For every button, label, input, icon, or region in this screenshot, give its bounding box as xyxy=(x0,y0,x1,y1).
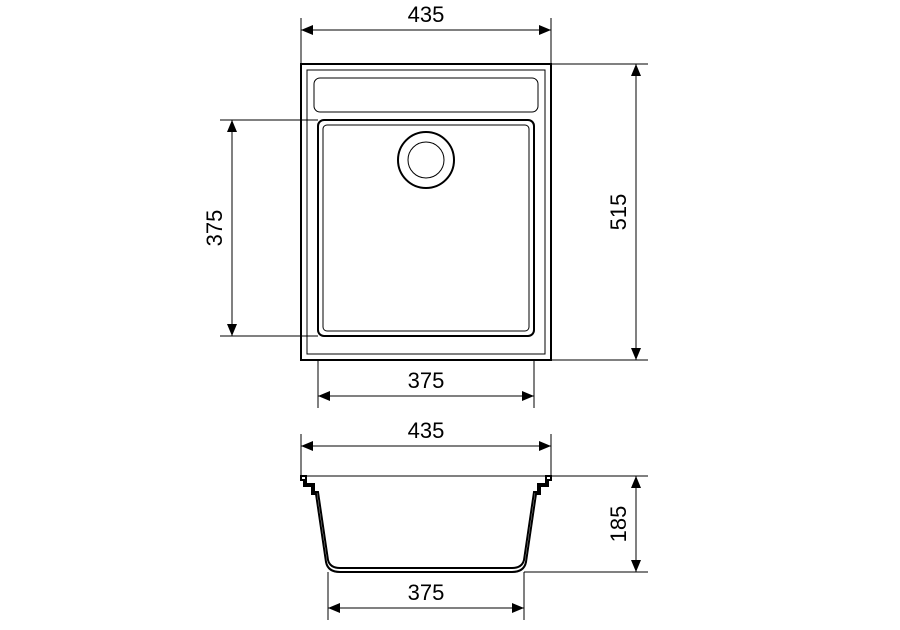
label-plan-outer-height: 515 xyxy=(606,194,631,231)
label-section-bowl-width: 375 xyxy=(408,580,445,605)
dim-section-bowl-width: 375 xyxy=(328,572,524,620)
label-plan-bowl-width: 375 xyxy=(408,368,445,393)
dim-plan-outer-width: 435 xyxy=(301,2,551,64)
label-plan-outer-width: 435 xyxy=(408,2,445,27)
label-section-depth: 185 xyxy=(606,506,631,543)
section-view xyxy=(301,476,551,572)
technical-drawing: 435 375 515 375 xyxy=(0,0,900,630)
label-plan-bowl-height: 375 xyxy=(202,210,227,247)
dim-plan-bowl-width: 375 xyxy=(318,360,534,408)
drain-outer-circle xyxy=(398,132,454,188)
dim-section-outer-width: 435 xyxy=(301,418,551,476)
plan-view xyxy=(301,64,551,360)
dim-section-depth: 185 xyxy=(524,476,648,572)
label-section-outer-width: 435 xyxy=(408,418,445,443)
drain-inner-circle xyxy=(408,142,444,178)
dim-plan-outer-height: 515 xyxy=(551,64,648,360)
